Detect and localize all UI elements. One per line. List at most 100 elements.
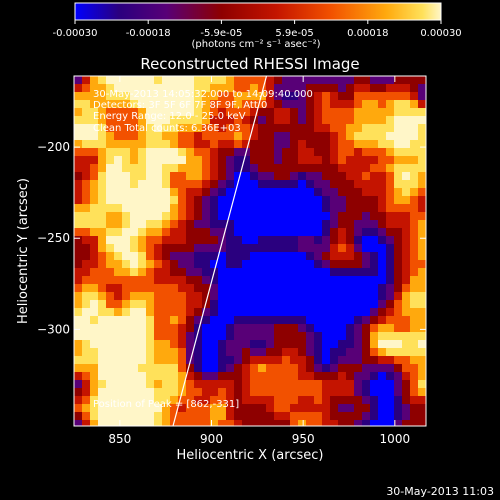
heatmap-cell: [402, 140, 411, 149]
heatmap-cell: [178, 348, 187, 357]
heatmap-cell: [122, 196, 131, 205]
heatmap-cell: [154, 156, 163, 165]
heatmap-cell: [394, 132, 403, 141]
heatmap-cell: [378, 188, 387, 197]
heatmap-cell: [74, 132, 83, 141]
heatmap-cell: [322, 108, 331, 117]
heatmap-cell: [266, 156, 275, 165]
heatmap-cell: [250, 76, 259, 85]
heatmap-cell: [90, 284, 99, 293]
heatmap-cell: [90, 156, 99, 165]
heatmap-cell: [138, 404, 147, 413]
heatmap-cell: [418, 236, 426, 245]
heatmap-cell: [234, 252, 243, 261]
heatmap-cell: [386, 292, 395, 301]
heatmap-cell: [362, 404, 371, 413]
heatmap-cell: [314, 228, 323, 237]
heatmap-cell: [338, 188, 347, 197]
heatmap-cell: [282, 164, 291, 173]
heatmap-cell: [258, 196, 267, 205]
heatmap-cell: [418, 268, 426, 277]
heatmap-cell: [194, 180, 203, 189]
heatmap-cell: [242, 204, 251, 213]
colorbar-tick-label: -0.00030: [53, 28, 98, 39]
heatmap-cell: [122, 420, 131, 426]
heatmap-cell: [234, 324, 243, 333]
heatmap-cell: [282, 348, 291, 357]
heatmap-cell: [218, 124, 227, 133]
heatmap-cell: [130, 356, 139, 365]
heatmap-cell: [306, 404, 315, 413]
heatmap-cell: [370, 108, 379, 117]
heatmap-cell: [322, 100, 331, 109]
heatmap-cell: [162, 76, 171, 85]
heatmap-cell: [194, 140, 203, 149]
heatmap-cell: [394, 364, 403, 373]
heatmap-cell: [386, 252, 395, 261]
heatmap-cell: [98, 140, 107, 149]
heatmap-cell: [234, 92, 243, 101]
heatmap-cell: [226, 148, 235, 157]
heatmap-cell: [418, 420, 426, 426]
heatmap-cell: [306, 324, 315, 333]
heatmap-cell: [370, 100, 379, 109]
heatmap-cell: [362, 372, 371, 381]
heatmap-cell: [202, 100, 211, 109]
heatmap-cell: [290, 244, 299, 253]
heatmap-cell: [386, 372, 395, 381]
heatmap-cell: [394, 156, 403, 165]
heatmap-cell: [322, 372, 331, 381]
heatmap-cell: [354, 132, 363, 141]
heatmap-cell: [394, 100, 403, 109]
heatmap-cell: [226, 412, 235, 421]
heatmap-cell: [194, 300, 203, 309]
heatmap-cell: [82, 324, 91, 333]
heatmap-cell: [106, 292, 115, 301]
heatmap-cell: [266, 116, 275, 125]
heatmap-cell: [186, 228, 195, 237]
heatmap-cell: [362, 156, 371, 165]
heatmap-cell: [130, 156, 139, 165]
heatmap-cell: [98, 212, 107, 221]
heatmap-cell: [114, 380, 123, 389]
heatmap-cell: [186, 316, 195, 325]
heatmap-cell: [106, 188, 115, 197]
heatmap-cell: [90, 396, 99, 405]
heatmap-cell: [242, 132, 251, 141]
heatmap-cell: [250, 140, 259, 149]
heatmap-cell: [114, 404, 123, 413]
heatmap-cell: [298, 124, 307, 133]
heatmap-cell: [74, 404, 83, 413]
heatmap-cell: [98, 220, 107, 229]
heatmap-cell: [226, 204, 235, 213]
heatmap-cell: [138, 164, 147, 173]
heatmap-cell: [186, 420, 195, 426]
heatmap-cell: [194, 332, 203, 341]
heatmap-cell: [250, 236, 259, 245]
heatmap-cell: [362, 284, 371, 293]
heatmap-cell: [146, 260, 155, 269]
heatmap-cell: [370, 148, 379, 157]
heatmap-cell: [106, 396, 115, 405]
heatmap-cell: [362, 356, 371, 365]
heatmap-cell: [410, 348, 419, 357]
heatmap-cell: [226, 252, 235, 261]
heatmap-cell: [90, 364, 99, 373]
heatmap-cell: [114, 172, 123, 181]
heatmap-cell: [146, 284, 155, 293]
heatmap-cell: [290, 140, 299, 149]
heatmap-cell: [130, 388, 139, 397]
heatmap-cell: [170, 140, 179, 149]
heatmap-cell: [306, 228, 315, 237]
heatmap-cell: [186, 140, 195, 149]
heatmap-cell: [186, 84, 195, 93]
heatmap-cell: [90, 324, 99, 333]
heatmap-cell: [114, 332, 123, 341]
heatmap-cell: [170, 404, 179, 413]
heatmap-cell: [250, 148, 259, 157]
heatmap-cell: [330, 228, 339, 237]
heatmap-cell: [218, 324, 227, 333]
heatmap-cell: [354, 180, 363, 189]
heatmap-cell: [306, 164, 315, 173]
heatmap-cell: [306, 300, 315, 309]
